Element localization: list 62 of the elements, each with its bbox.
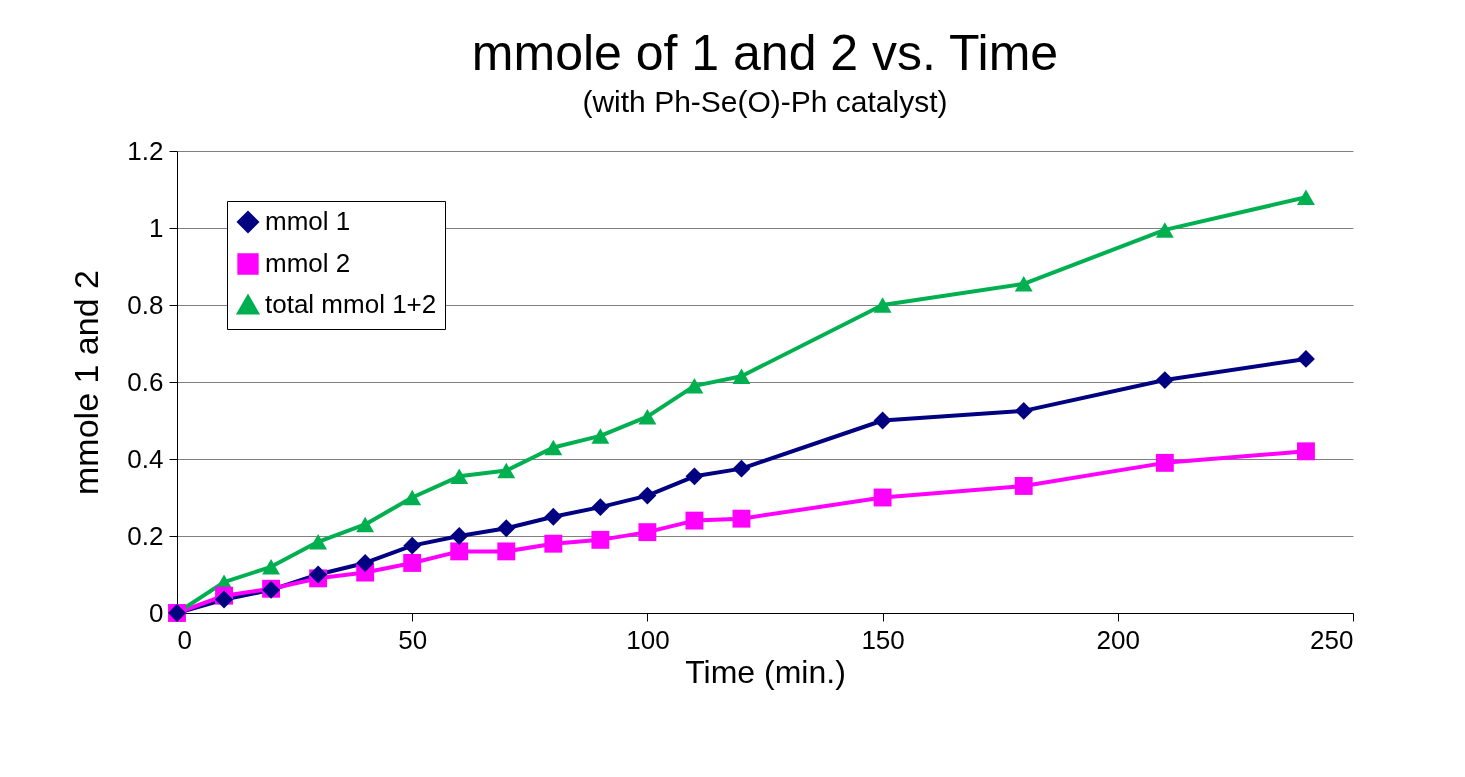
point bbox=[638, 408, 657, 425]
point bbox=[685, 511, 704, 530]
legend-label: total mmol 1+2 bbox=[265, 289, 437, 319]
point bbox=[638, 486, 657, 505]
legend-label: mmol 2 bbox=[265, 248, 351, 278]
chart-subtitle: (with Ph-Se(O)-Ph catalyst) bbox=[582, 85, 948, 118]
point bbox=[497, 462, 516, 479]
point bbox=[1155, 371, 1174, 390]
chart-title: mmole of 1 and 2 vs. Time bbox=[471, 25, 1059, 81]
y-axis-title: mmole 1 and 2 bbox=[67, 270, 106, 495]
point bbox=[450, 542, 469, 561]
point bbox=[1014, 401, 1033, 420]
point bbox=[403, 489, 422, 506]
point bbox=[309, 565, 328, 584]
point bbox=[732, 459, 751, 478]
point bbox=[873, 488, 892, 507]
point bbox=[544, 534, 563, 553]
x-tick-label: 100 bbox=[626, 624, 670, 655]
x-tick-label: 250 bbox=[1310, 624, 1354, 655]
point bbox=[450, 527, 469, 545]
point bbox=[544, 439, 563, 456]
point bbox=[1297, 349, 1315, 368]
x-axis-title: Time (min.) bbox=[685, 653, 846, 690]
point bbox=[356, 516, 375, 533]
point bbox=[450, 468, 469, 485]
point bbox=[544, 507, 563, 526]
point bbox=[497, 542, 516, 561]
point bbox=[1155, 222, 1174, 238]
point bbox=[685, 378, 704, 394]
x-tick-label: 50 bbox=[398, 624, 428, 655]
point bbox=[732, 509, 751, 528]
point bbox=[1297, 189, 1315, 205]
x-tick-label: 150 bbox=[861, 624, 905, 655]
y-tick-label: 0.4 bbox=[127, 443, 164, 474]
y-tick-label: 1.2 bbox=[127, 135, 164, 166]
point bbox=[309, 534, 328, 550]
point bbox=[1155, 453, 1174, 472]
point bbox=[1014, 477, 1033, 495]
point bbox=[685, 467, 704, 486]
y-tick-label: 1 bbox=[149, 212, 164, 243]
point bbox=[638, 523, 657, 542]
x-tick-label: 200 bbox=[1096, 624, 1140, 655]
point bbox=[497, 519, 516, 538]
point bbox=[403, 554, 422, 572]
point bbox=[356, 554, 375, 572]
y-tick-label: 0.8 bbox=[127, 289, 164, 320]
point bbox=[215, 590, 233, 609]
legend-label: mmol 1 bbox=[265, 206, 351, 236]
point bbox=[591, 428, 610, 444]
point bbox=[873, 411, 892, 430]
y-tick-label: 0.6 bbox=[127, 366, 164, 397]
point bbox=[262, 559, 281, 575]
point bbox=[1297, 442, 1315, 461]
point bbox=[591, 498, 610, 517]
point bbox=[732, 368, 751, 384]
point bbox=[403, 536, 422, 555]
point bbox=[1014, 276, 1033, 292]
y-tick-label: 0 bbox=[149, 597, 164, 628]
point bbox=[873, 297, 892, 313]
y-tick-label: 0.2 bbox=[127, 520, 164, 551]
point bbox=[591, 530, 610, 549]
x-tick-label: 0 bbox=[177, 624, 192, 655]
